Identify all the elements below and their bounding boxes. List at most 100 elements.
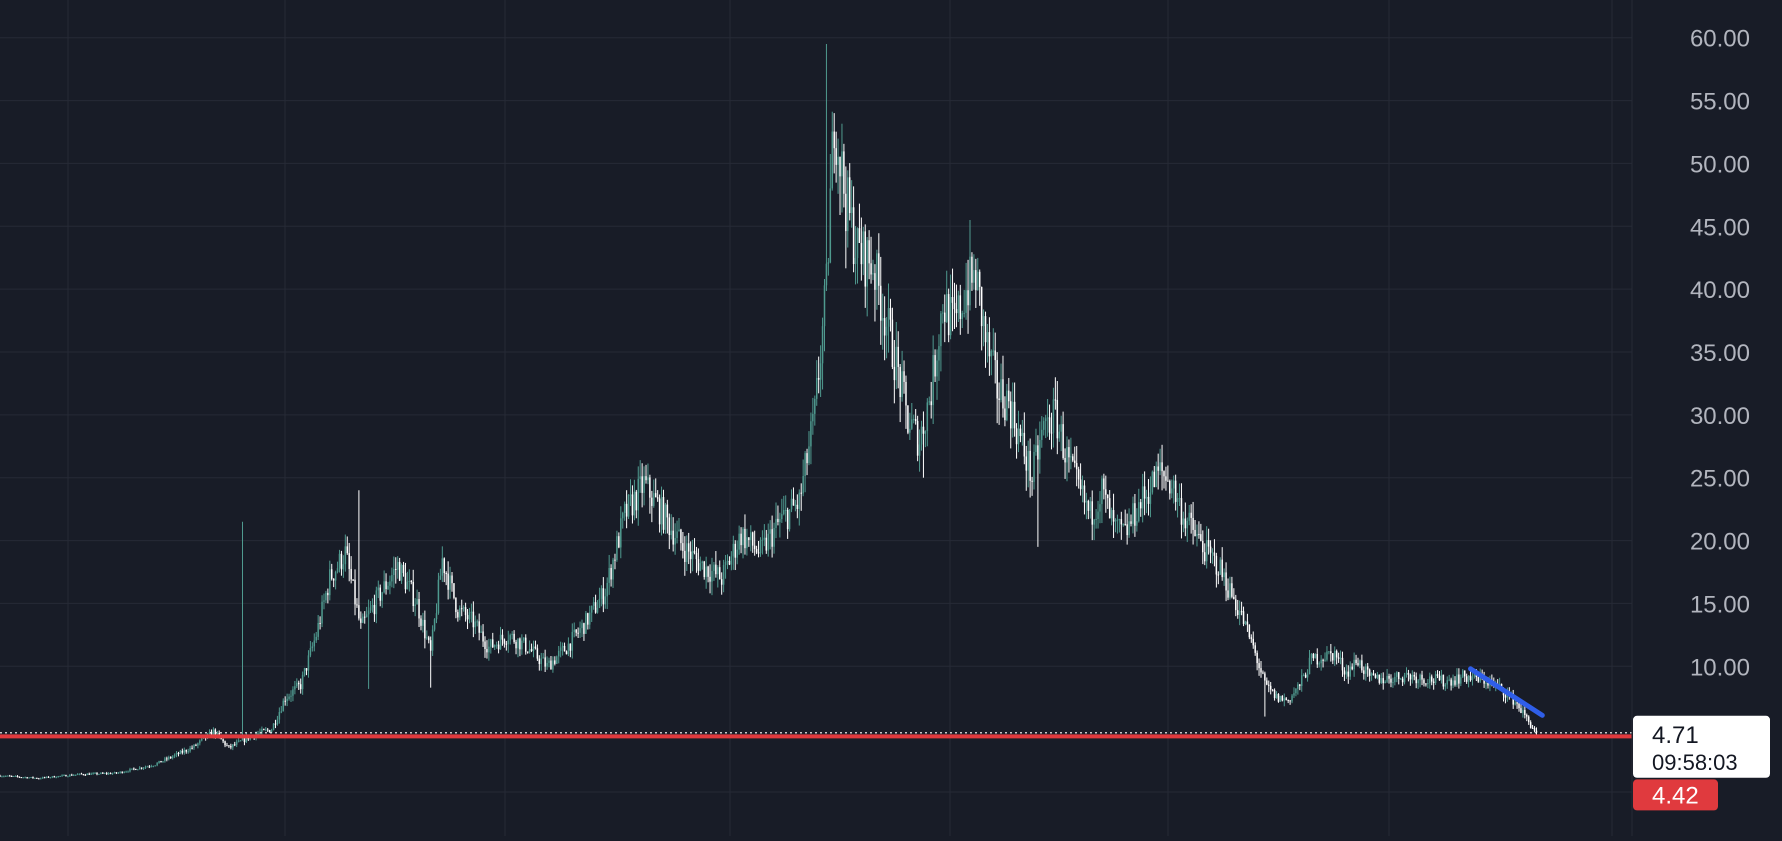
candle-body — [65, 774, 67, 777]
candle-body — [1136, 521, 1138, 526]
candle-body — [1192, 517, 1194, 530]
candle-body — [881, 318, 884, 321]
candle-body — [1064, 458, 1066, 463]
price-axis[interactable]: 60.00 55.00 50.00 45.00 40.00 35.00 30.00 25.00… — [1631, 0, 1782, 836]
candle-body — [263, 729, 265, 731]
candle-body — [996, 360, 998, 399]
candle-body — [1514, 702, 1516, 705]
candle-body — [1205, 540, 1208, 562]
candle-body — [1013, 401, 1016, 429]
candle-body — [49, 777, 52, 779]
candle-body — [1463, 670, 1466, 677]
candle-body — [431, 629, 434, 651]
candle-body — [1087, 500, 1090, 511]
candle-body — [1106, 494, 1109, 499]
candle-body — [1095, 518, 1097, 520]
candle-body — [887, 308, 890, 327]
candle-body — [901, 371, 903, 398]
bar-countdown-label: 09:58:03 — [1652, 750, 1738, 775]
candle-body — [777, 518, 779, 523]
candle-body — [1266, 680, 1268, 685]
candle-body — [1479, 674, 1481, 682]
price-axis-tick-label: 50.00 — [1690, 151, 1750, 178]
candle-body — [276, 719, 279, 725]
candle-body — [387, 585, 389, 590]
candle-body — [837, 156, 839, 165]
candle-body — [852, 207, 855, 265]
candle-body — [730, 556, 733, 565]
candle-body — [266, 729, 269, 731]
candle-body — [123, 772, 125, 774]
candle-body — [1304, 674, 1307, 678]
candle-body — [111, 773, 114, 775]
candle-body — [1318, 663, 1320, 665]
candle-body — [794, 504, 797, 506]
candle-body — [563, 645, 566, 652]
candle-body — [237, 740, 240, 742]
candle-body — [784, 509, 787, 511]
candle-body — [243, 738, 246, 743]
candle-body — [967, 290, 969, 306]
candle-body — [299, 684, 302, 690]
candle-body — [1097, 511, 1099, 519]
candle-body — [858, 228, 861, 243]
candle-body — [660, 497, 663, 525]
candle-body — [445, 573, 447, 575]
candle-body — [868, 240, 870, 264]
trend-line[interactable] — [1468, 666, 1545, 718]
candle-body — [18, 776, 21, 778]
candle-body — [1252, 638, 1254, 646]
candle-body — [1077, 469, 1080, 480]
candle-body — [1302, 674, 1305, 676]
candle-body — [1037, 445, 1039, 460]
candle-body — [1188, 512, 1190, 521]
candle-body — [1153, 471, 1156, 488]
candle-body — [621, 512, 624, 519]
candle-body — [313, 640, 316, 647]
price-axis-tick-label: 15.00 — [1690, 591, 1750, 618]
candle-body — [796, 504, 799, 509]
candle-body — [1134, 503, 1136, 526]
candle-body — [1378, 674, 1381, 683]
candle-body — [786, 509, 789, 530]
candle-body — [874, 273, 876, 290]
candle-body — [274, 723, 277, 725]
candle-body — [1403, 675, 1406, 683]
candle-body — [1035, 445, 1037, 452]
candle-body — [36, 777, 38, 779]
candle-body — [1411, 674, 1414, 680]
candle-body — [975, 270, 977, 291]
price-axis-tick-label: 35.00 — [1690, 340, 1750, 367]
candle-body — [1099, 504, 1101, 512]
candle-body — [1372, 673, 1375, 676]
candle-body — [179, 750, 182, 755]
candle-body — [944, 312, 946, 322]
candle-body — [885, 326, 888, 336]
candle-body — [107, 773, 110, 775]
candle-body — [1186, 520, 1189, 529]
candle-body — [358, 605, 360, 619]
candle-body — [1359, 660, 1361, 666]
candle-body — [43, 777, 46, 779]
candle-body — [224, 741, 226, 746]
candle-body — [798, 492, 801, 509]
candle-body — [1269, 685, 1272, 690]
candle-body — [1258, 663, 1260, 669]
candle-body — [191, 747, 193, 749]
candle-body — [540, 658, 543, 664]
candle-body — [1429, 676, 1431, 684]
candle-body — [284, 700, 286, 702]
candle-body — [228, 745, 230, 747]
candle-body — [268, 730, 271, 733]
candle-body — [589, 612, 591, 625]
candle-body — [1021, 432, 1024, 437]
candle-body — [623, 503, 626, 513]
candle-body — [109, 773, 112, 775]
candle-body — [689, 551, 692, 560]
candle-body — [88, 773, 90, 775]
candle-body — [131, 768, 133, 770]
candle-body — [1128, 521, 1130, 536]
candle-body — [171, 756, 174, 758]
